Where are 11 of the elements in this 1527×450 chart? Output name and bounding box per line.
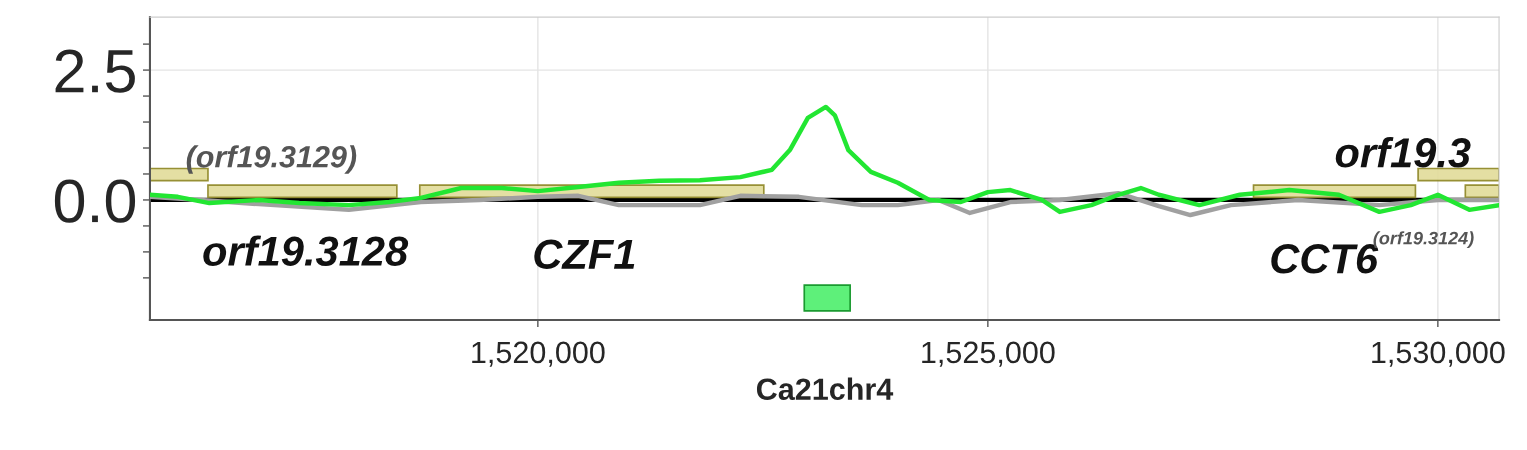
y-tick-label: 2.5	[55, 49, 135, 93]
x-tick-label: 1,520,000	[472, 341, 605, 367]
x-tick-label: 1,525,000	[922, 341, 1055, 367]
x-tick-label: 1,530,000	[1372, 341, 1505, 367]
annotation: (orf19.3129)	[186, 145, 357, 174]
line-series	[149, 104, 1500, 215]
y-tick-label: 0.0	[54, 179, 136, 223]
x-axis-title: Ca21chr4	[756, 377, 894, 401]
annotation: CZF1	[534, 239, 635, 270]
annotation: orf19.3128	[203, 235, 409, 267]
annotation: orf19.3	[1335, 136, 1471, 168]
